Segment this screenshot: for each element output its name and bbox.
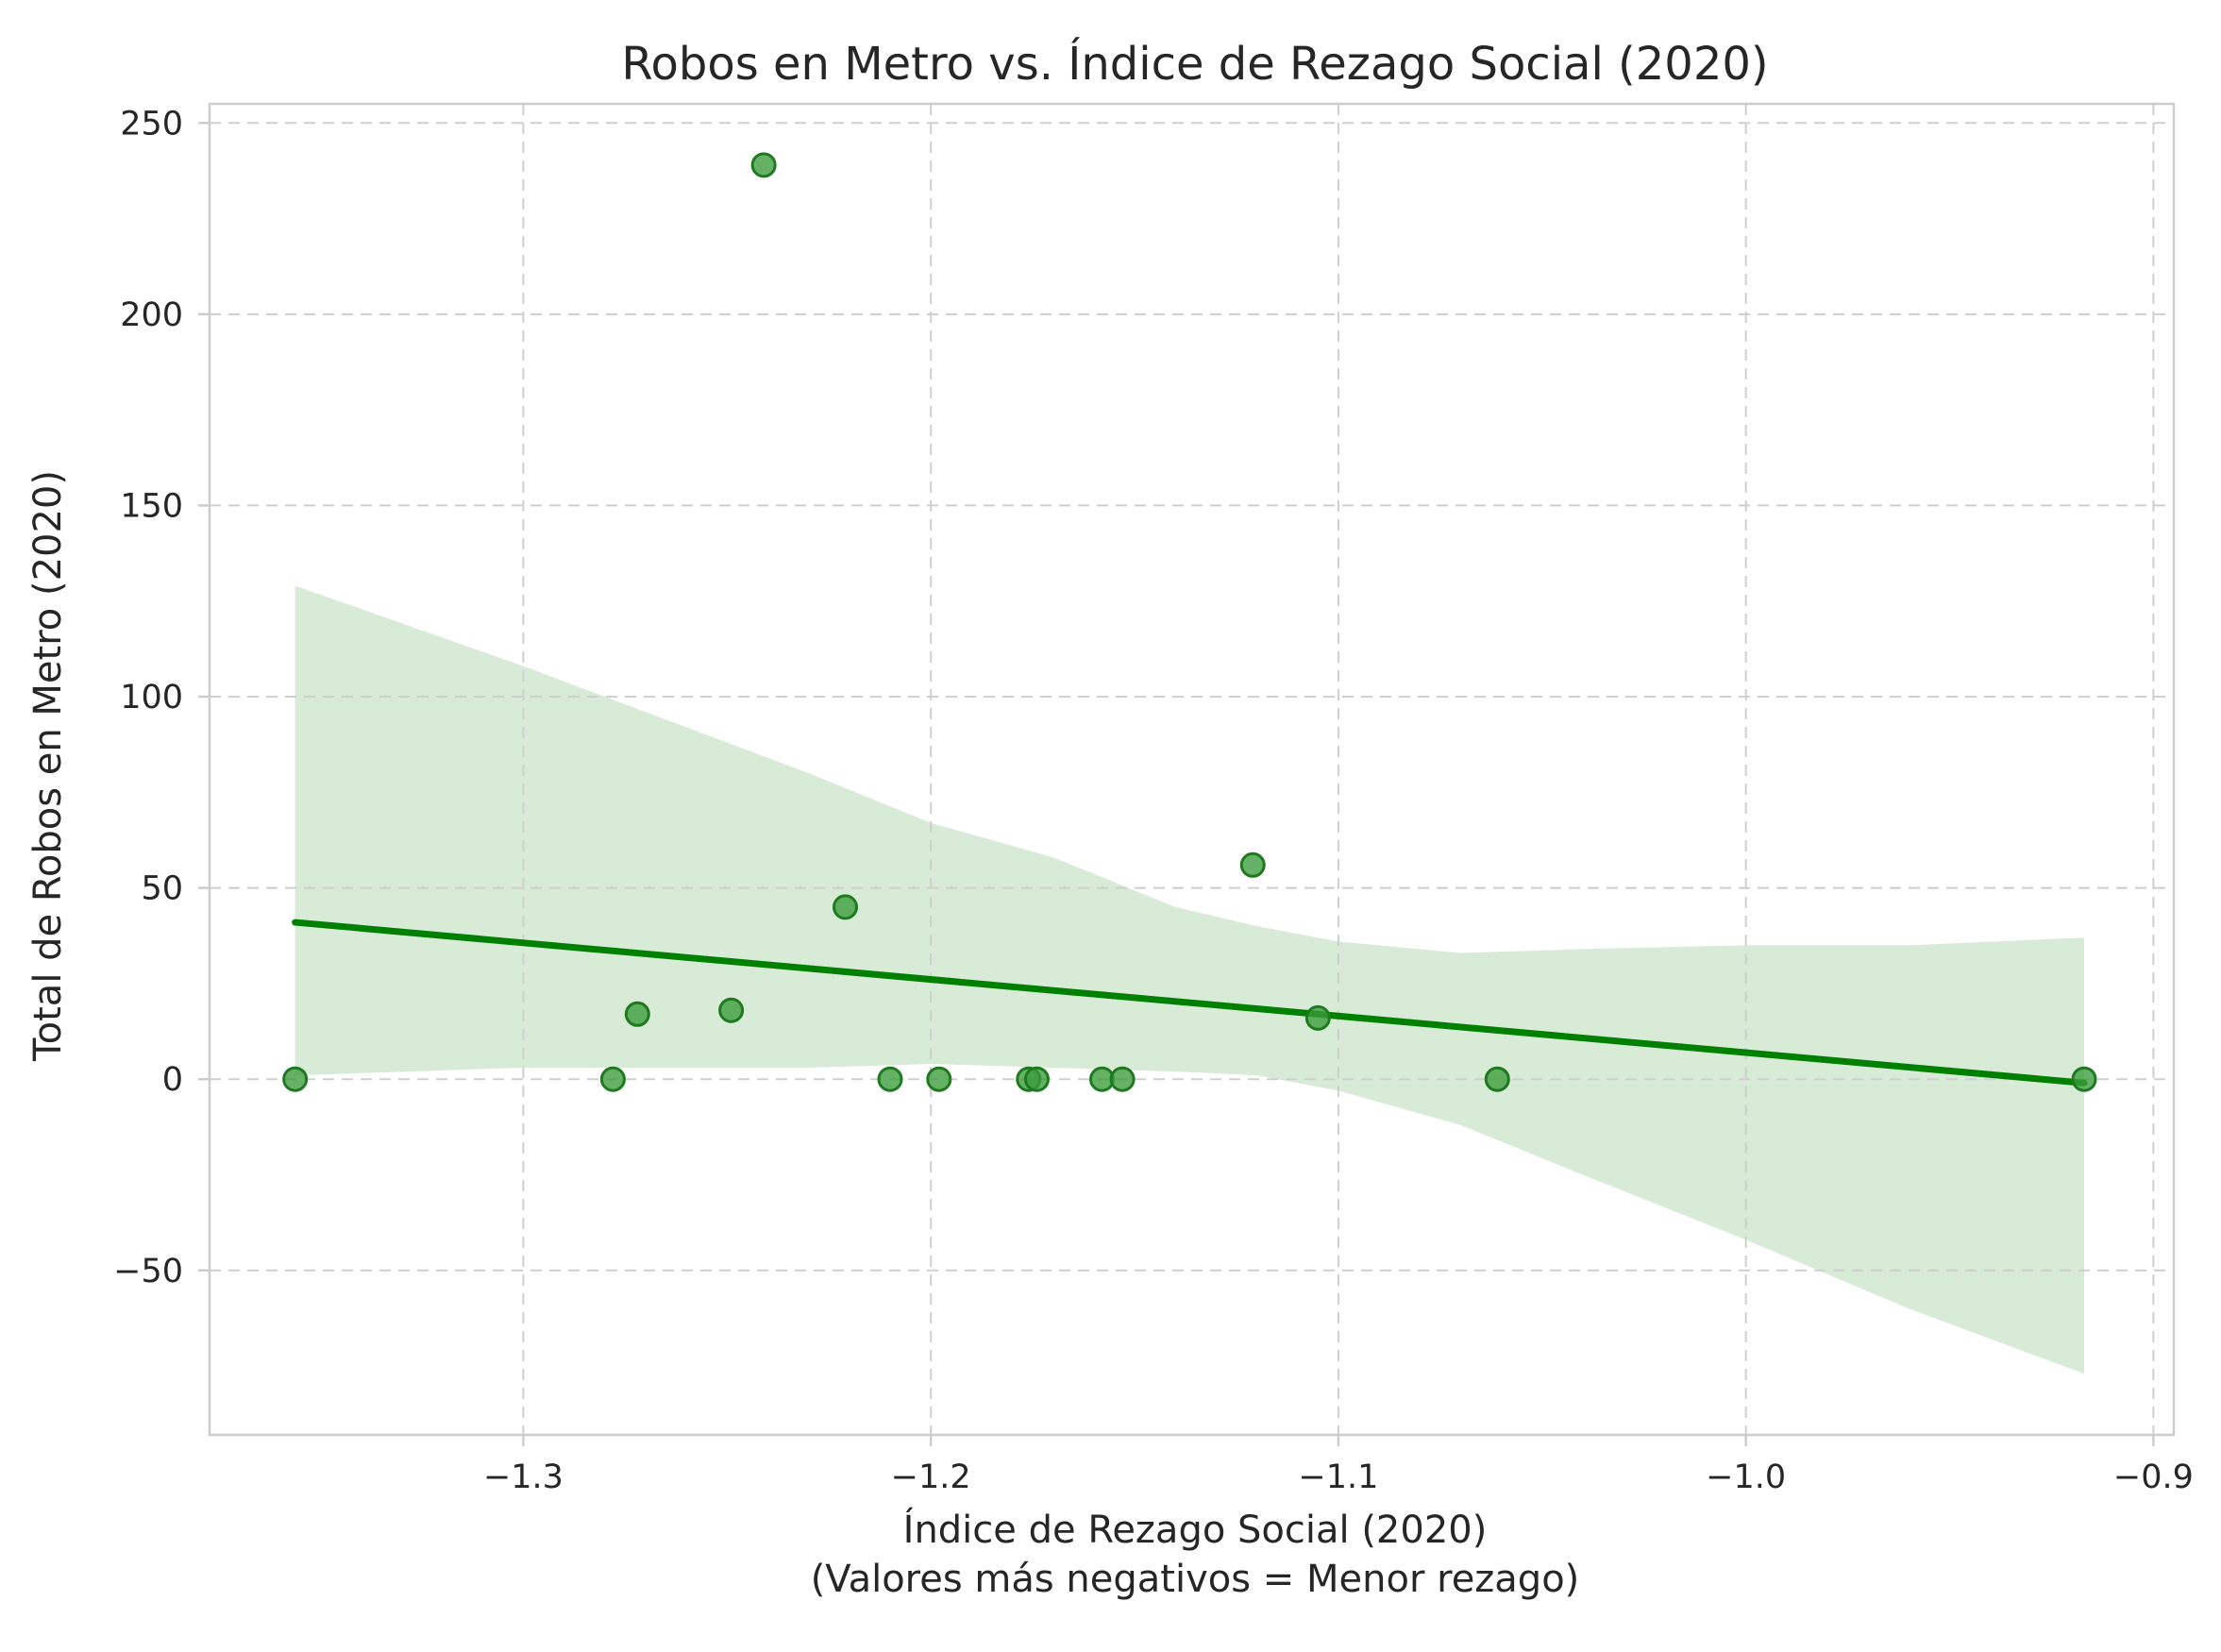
y-tick-label: 250 (120, 105, 183, 143)
data-point (1109, 1066, 1136, 1092)
data-point (599, 1066, 626, 1092)
y-tick-label: −50 (113, 1253, 183, 1290)
grid-layer (210, 104, 2174, 1435)
data-point (926, 1066, 952, 1092)
data-point (624, 1001, 650, 1027)
y-axis-ticks: −50 0 50 100 150 200 250 (113, 105, 210, 1290)
y-tick-label: 200 (120, 296, 183, 334)
regression-line-layer (292, 919, 2088, 1087)
data-point (282, 1066, 309, 1092)
y-tick-label: 100 (120, 679, 183, 716)
data-point (1304, 1004, 1331, 1031)
x-axis-label: Índice de Rezago Social (2020) (903, 1507, 1488, 1552)
plot-frame (208, 102, 2176, 1437)
data-point (1484, 1066, 1510, 1092)
y-tick-label: 150 (120, 487, 183, 525)
x-tick-label: −1.2 (891, 1458, 971, 1496)
data-point (2071, 1066, 2097, 1092)
x-tick-label: −1.1 (1298, 1458, 1378, 1496)
x-axis-label-note: (Valores más negativos = Menor rezago) (811, 1558, 1580, 1601)
x-tick-label: −1.3 (483, 1458, 564, 1496)
confidence-band (294, 585, 2085, 1374)
x-tick-label: −1.0 (1706, 1458, 1786, 1496)
data-point (1239, 851, 1266, 878)
chart-title: Robos en Metro vs. Índice de Rezago Soci… (621, 37, 1768, 91)
y-axis-label: Total de Robos en Metro (2020) (26, 470, 70, 1062)
y-tick-label: 0 (162, 1061, 183, 1099)
data-point (833, 894, 859, 920)
confidence-band-layer (294, 585, 2085, 1374)
data-point (1023, 1066, 1050, 1092)
data-point (718, 997, 745, 1023)
data-point (877, 1066, 903, 1092)
y-tick-label: 50 (141, 870, 183, 908)
x-axis-ticks: −1.3 −1.2 −1.1 −1.0 −0.9 (483, 1435, 2194, 1496)
x-tick-label: −0.9 (2113, 1458, 2194, 1496)
regression-line (292, 919, 2088, 1087)
data-point (750, 152, 777, 178)
points-layer (282, 152, 2097, 1092)
